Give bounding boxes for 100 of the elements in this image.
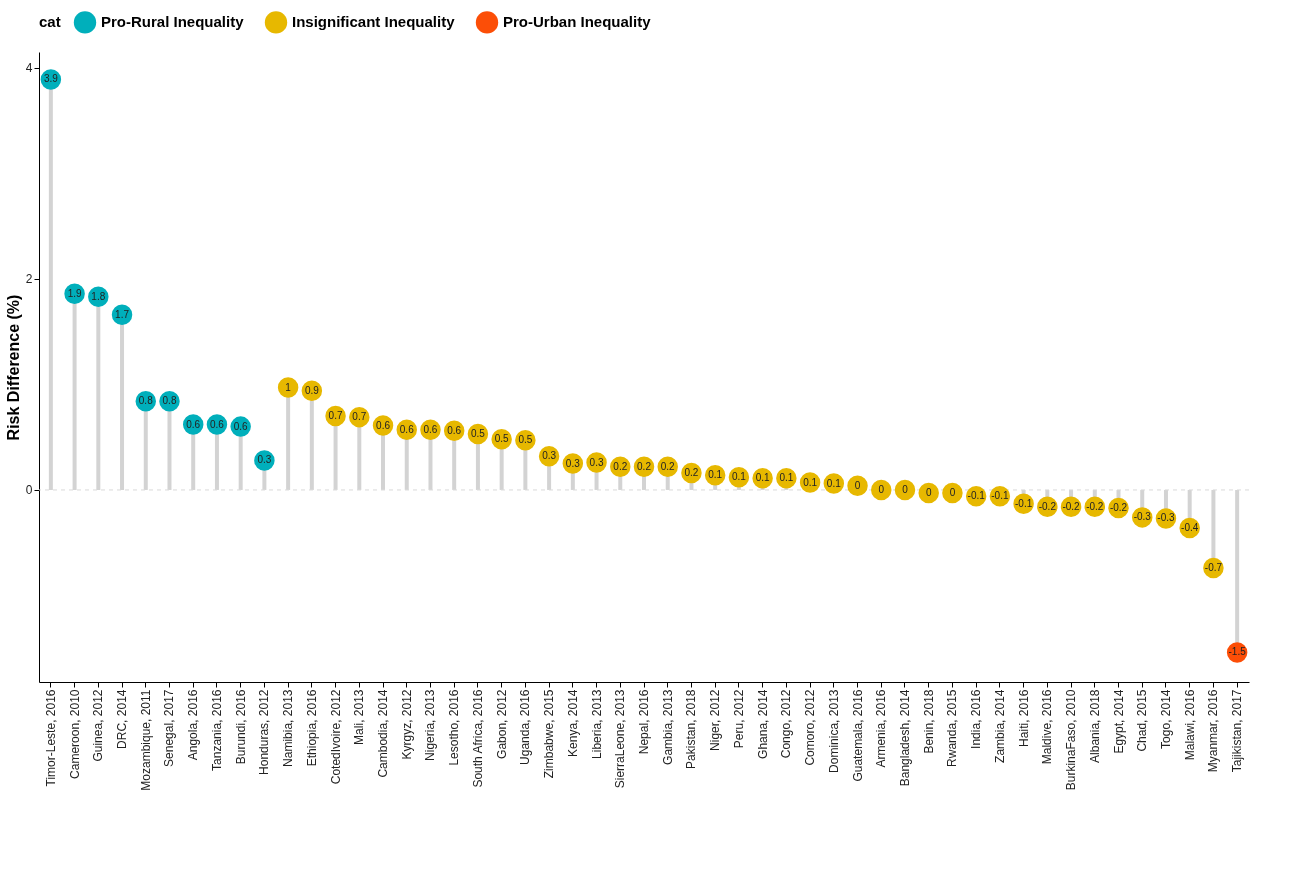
x-tick-label: Benin, 2018 (921, 689, 936, 754)
x-tick-label: Nepal, 2016 (637, 689, 651, 755)
data-label: 0.1 (779, 472, 794, 484)
x-tick-label: Congo, 2012 (779, 689, 794, 759)
data-label: -0.3 (1133, 511, 1152, 523)
x-tick-label: Dominica, 2013 (826, 689, 841, 773)
data-label: -0.7 (1204, 562, 1223, 574)
data-label: 0.5 (494, 433, 510, 445)
x-tick-label: Nigeria, 2013 (423, 689, 438, 761)
x-tick-label: Maldive, 2016 (1040, 689, 1055, 765)
x-tick-label: Kyrgyz, 2012 (399, 689, 414, 760)
x-tick-label: Liberia, 2013 (589, 689, 604, 759)
data-label: 0.6 (447, 424, 462, 436)
data-label: 0.9 (304, 384, 320, 396)
data-label: -0.3 (1157, 512, 1176, 524)
point (918, 482, 939, 504)
x-tick-label: Ethiopia, 2016 (304, 689, 319, 767)
y-tick-label: 2 (25, 272, 33, 287)
x-tick-label: Tanzania, 2016 (209, 689, 224, 771)
data-label: 0.6 (186, 418, 201, 430)
y-tick-label: 0 (25, 483, 33, 498)
data-label: 0.6 (233, 420, 249, 432)
x-tick-label: Mali, 2013 (352, 689, 367, 745)
legend-label: Insignificant Inequality (292, 13, 456, 31)
data-label: 0.8 (138, 395, 154, 407)
data-label: 1.8 (91, 290, 106, 302)
data-label: 0.6 (209, 418, 225, 430)
data-label: 0.2 (660, 460, 676, 472)
legend-label: Pro-Rural Inequality (101, 13, 245, 31)
data-label: 0.5 (518, 434, 533, 446)
data-label: 0.8 (162, 395, 177, 407)
x-tick-label: Guinea, 2012 (91, 689, 106, 762)
data-label: -0.2 (1109, 501, 1128, 513)
data-label: 0.3 (257, 454, 272, 466)
x-tick-label: Honduras, 2012 (257, 689, 272, 775)
data-label: 0 (878, 483, 885, 495)
x-tick-label: BurkinaFaso, 2010 (1064, 689, 1079, 791)
data-label: 0 (854, 479, 861, 491)
x-tick-label: SierraLeone, 2013 (613, 689, 628, 789)
x-tick-label: Namibia, 2013 (281, 689, 296, 767)
data-label: 0.3 (565, 457, 581, 469)
data-label: 0.6 (423, 423, 438, 435)
x-tick-label: Togo, 2014 (1158, 689, 1173, 749)
x-tick-label: Angola, 2016 (186, 689, 201, 761)
data-label: 0 (949, 487, 956, 499)
x-tick-label: Peru, 2012 (731, 689, 746, 749)
x-tick-label: Lesotho, 2016 (447, 689, 462, 766)
data-label: 0.3 (542, 450, 557, 462)
x-tick-label: Mozambique, 2011 (138, 689, 153, 791)
x-tick-label: Senegal, 2017 (162, 689, 177, 767)
data-label: 1.7 (115, 308, 130, 320)
data-label: 0.1 (803, 476, 818, 488)
x-tick-label: DRC, 2014 (115, 689, 130, 749)
x-tick-label: Burundi, 2016 (233, 689, 248, 765)
data-label: -0.4 (1181, 521, 1199, 533)
x-tick-label: India, 2016 (969, 689, 984, 749)
data-label: 0 (925, 487, 932, 499)
data-label: -0.1 (967, 490, 986, 502)
x-tick-label: Egypt, 2014 (1111, 689, 1126, 754)
point (942, 482, 963, 504)
point (871, 479, 892, 501)
x-tick-label: Pakistan, 2018 (684, 689, 699, 769)
y-tick-label: 4 (25, 61, 33, 76)
data-label: 3.9 (43, 73, 59, 85)
x-tick-label: Albania, 2018 (1087, 689, 1102, 763)
y-axis-title: Risk Difference (%) (4, 294, 22, 441)
data-label: -1.5 (1228, 646, 1247, 658)
data-label: 0.7 (328, 410, 343, 422)
x-tick-label: Gambia, 2013 (660, 689, 675, 765)
x-tick-label: Gabon, 2012 (494, 689, 509, 759)
x-tick-label: Haiti, 2016 (1016, 689, 1031, 747)
x-tick-label: South Africa, 2016 (470, 689, 485, 788)
x-tick-label: Zambia, 2014 (992, 689, 1007, 763)
x-tick-label: Cambodia, 2014 (376, 689, 391, 778)
x-tick-label: Niger, 2012 (708, 689, 723, 751)
x-tick-label: Chad, 2015 (1135, 689, 1150, 752)
data-label: 0.3 (589, 456, 604, 468)
x-tick-label: CotedIvoire, 2012 (328, 689, 343, 785)
x-tick-label: Guatemala, 2016 (850, 689, 865, 782)
x-tick-label: Tajikistan, 2017 (1230, 689, 1245, 773)
x-tick-label: Comoro, 2012 (803, 689, 818, 766)
data-label: 0.2 (637, 460, 652, 472)
legend-label: Pro-Urban Inequality (503, 13, 652, 31)
data-label: -0.1 (991, 490, 1009, 502)
data-label: -0.1 (1014, 497, 1033, 509)
x-tick-label: Armenia, 2016 (874, 689, 889, 768)
legend-title: cat (39, 13, 61, 30)
data-label: -0.2 (1086, 500, 1104, 512)
data-label: 0.6 (376, 419, 391, 431)
data-label: 0.6 (399, 423, 415, 435)
data-label: 1 (285, 381, 292, 393)
x-tick-label: Myanmar, 2016 (1206, 689, 1221, 773)
data-label: 0 (902, 483, 909, 495)
x-tick-label: Malawi, 2016 (1182, 689, 1197, 761)
x-tick-label: Timor-Leste, 2016 (43, 689, 58, 787)
data-label: 0.2 (684, 467, 699, 479)
data-label: 0.5 (470, 428, 486, 440)
x-tick-label: Zimbabwe, 2015 (542, 689, 557, 779)
x-tick-label: Bangladesh, 2014 (897, 689, 912, 787)
point (847, 475, 868, 496)
